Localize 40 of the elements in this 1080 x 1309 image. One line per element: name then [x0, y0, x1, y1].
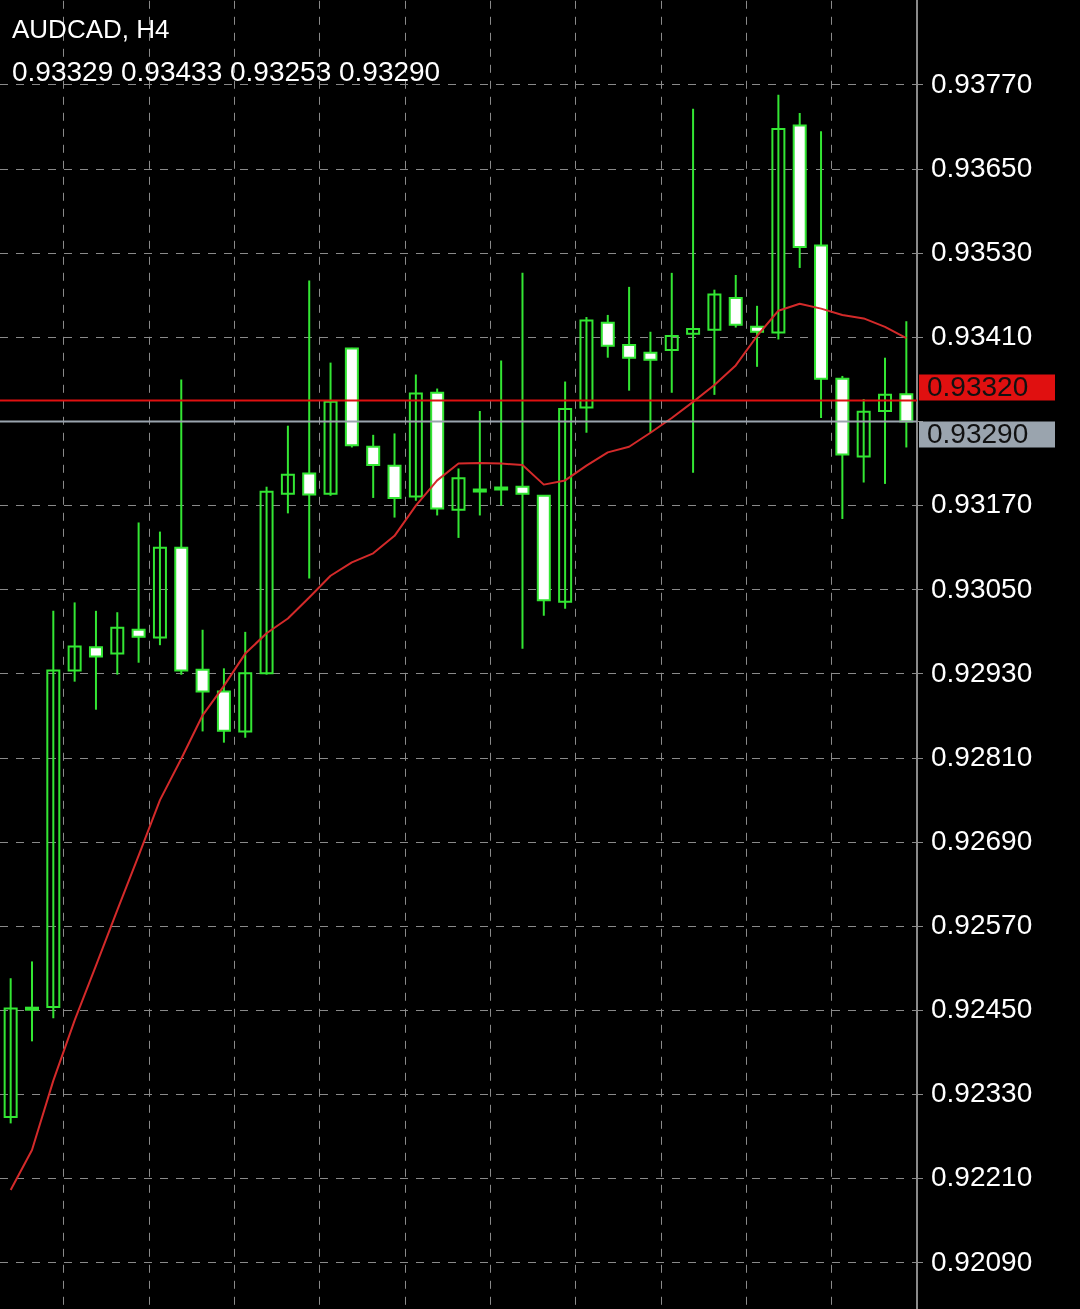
text: 0.93329 0.93433 0.93253 0.93290: [12, 56, 441, 88]
candlestick: [664, 271, 679, 394]
candlestick: [707, 288, 722, 396]
candlestick: [771, 93, 786, 341]
candlestick: [451, 467, 466, 539]
y-tick-label: 0.92930: [931, 656, 1033, 688]
ref-line-label: 0.93290: [927, 418, 1029, 450]
candlestick: [408, 373, 423, 502]
y-tick-label: 0.92090: [931, 1245, 1033, 1277]
y-tick-label: 0.92810: [931, 740, 1033, 772]
y-tick-label: 0.93530: [931, 235, 1033, 267]
candlestick: [238, 630, 253, 739]
y-tick-label: 0.93170: [931, 488, 1033, 520]
candlestick: [67, 601, 82, 683]
y-tick-label: 0.92450: [931, 993, 1033, 1025]
y-tick-label: 0.92570: [931, 909, 1033, 941]
candlestick: [579, 316, 594, 434]
candlestick: [558, 380, 573, 610]
candlestick: [152, 530, 167, 647]
candlestick: [856, 398, 871, 484]
candlestick: [24, 960, 39, 1043]
candlestick: [686, 107, 701, 474]
y-tick-label: 0.92210: [931, 1161, 1033, 1193]
text: AUDCAD, H4: [12, 14, 170, 45]
candlestick: [110, 611, 125, 676]
candlestick: [3, 977, 18, 1125]
y-tick-label: 0.92330: [931, 1077, 1033, 1109]
candlestick: [46, 609, 61, 1020]
candlestick: [259, 485, 274, 676]
candlestick: [494, 359, 509, 507]
y-tick-label: 0.92690: [931, 824, 1033, 856]
y-tick-label: 0.93770: [931, 67, 1033, 99]
ref-line-label: 0.93320: [927, 371, 1029, 403]
y-tick-label: 0.93650: [931, 151, 1033, 183]
candlestick: [472, 409, 487, 517]
y-tick-label: 0.93410: [931, 320, 1033, 352]
y-tick-label: 0.93050: [931, 572, 1033, 604]
candlestick: [323, 361, 338, 497]
candlestick: [878, 356, 893, 485]
candlestick: [280, 424, 295, 515]
